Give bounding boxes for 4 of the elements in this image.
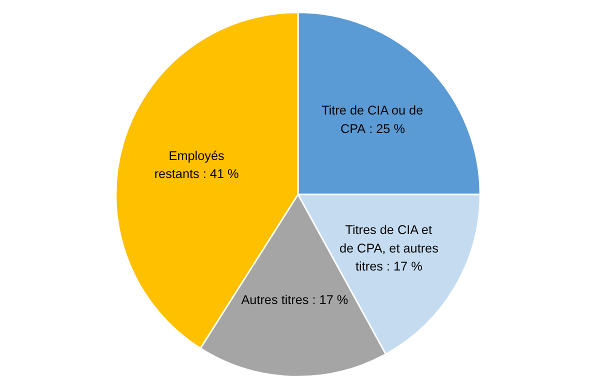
slice-label: Titre de CIA ou de CPA : 25 % xyxy=(322,104,424,136)
slice-label: Titres de CIA et de CPA, et autres titres : 17 % xyxy=(339,223,438,274)
slice-label: Employés restants : 41 % xyxy=(154,148,239,182)
slice-label: Autres titres : 17 % xyxy=(241,293,348,308)
